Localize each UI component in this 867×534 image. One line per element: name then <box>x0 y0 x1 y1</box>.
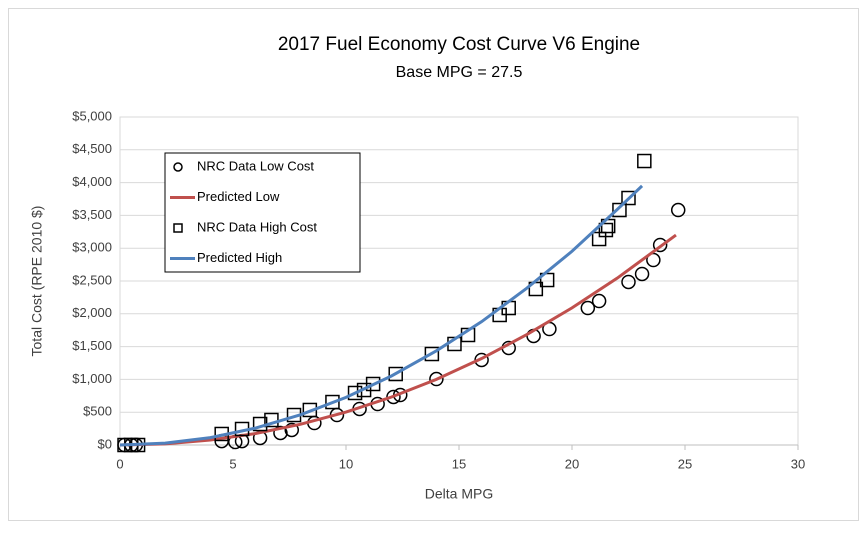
point <box>652 237 668 253</box>
x-tick-label: 0 <box>116 456 123 471</box>
point <box>325 394 340 410</box>
x-tick-label: 25 <box>678 456 692 471</box>
legend-box <box>164 152 361 273</box>
legend-label: NRC Data Low Cost <box>197 158 314 173</box>
point <box>365 376 381 392</box>
point <box>429 371 444 387</box>
y-tick-label: $5,000 <box>72 108 112 123</box>
point <box>580 300 596 316</box>
line <box>119 233 677 447</box>
point <box>424 346 440 362</box>
x-tick-label: 5 <box>229 456 236 471</box>
legend-swatch <box>173 162 183 172</box>
chart-frame <box>8 8 859 521</box>
x-axis-label: Delta MPG <box>425 486 493 502</box>
x-tick-label: 15 <box>452 456 466 471</box>
y-tick-label: $4,000 <box>72 174 112 189</box>
line <box>119 184 644 447</box>
point <box>637 153 652 169</box>
y-tick-label: $0 <box>98 436 112 451</box>
point <box>634 266 650 282</box>
point <box>621 190 636 206</box>
point <box>591 293 607 309</box>
point <box>612 202 627 218</box>
y-tick-label: $500 <box>83 404 112 419</box>
y-axis-label: Total Cost (RPE 2010 $) <box>29 206 45 357</box>
point <box>598 222 614 238</box>
point <box>284 422 300 438</box>
y-tick-label: $1,000 <box>72 371 112 386</box>
point <box>621 274 636 290</box>
y-tick-label: $3,500 <box>72 207 112 222</box>
chart-title: 2017 Fuel Economy Cost Curve V6 Engine <box>278 34 640 55</box>
chart-subtitle: Base MPG = 27.5 <box>396 64 523 81</box>
x-tick-label: 10 <box>339 456 353 471</box>
x-tick-label: 20 <box>565 456 579 471</box>
point <box>273 425 288 441</box>
legend-swatch <box>173 223 183 233</box>
point <box>347 385 363 401</box>
point <box>670 202 686 218</box>
y-tick-label: $3,000 <box>72 240 112 255</box>
y-tick-label: $2,500 <box>72 272 112 287</box>
legend-label: Predicted Low <box>197 189 280 204</box>
y-tick-label: $4,500 <box>72 141 112 156</box>
x-tick-label: 30 <box>791 456 805 471</box>
y-tick-label: $2,000 <box>72 305 112 320</box>
legend-label: NRC Data High Cost <box>197 219 317 234</box>
legend-label: Predicted High <box>197 250 282 265</box>
y-tick-label: $1,500 <box>72 338 112 353</box>
point <box>388 366 403 382</box>
